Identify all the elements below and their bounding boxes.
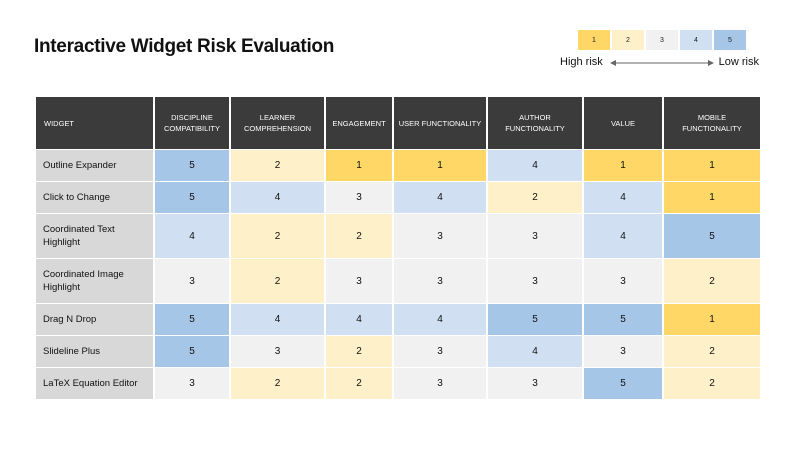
risk-scale: High risk Low risk <box>560 54 760 70</box>
header-discipline-compatibility: DISCIPLINE COMPATIBILITY <box>155 97 229 149</box>
table-row: Slideline Plus 5 3 2 3 4 3 2 <box>36 336 760 367</box>
header-user-functionality: USER FUNCTIONALITY <box>394 97 486 149</box>
score-cell: 3 <box>584 336 662 367</box>
score-cell: 5 <box>664 214 760 258</box>
score-cell: 3 <box>326 182 392 213</box>
score-cell: 3 <box>488 259 582 303</box>
score-cell: 5 <box>155 182 229 213</box>
score-cell: 3 <box>155 259 229 303</box>
header-mobile-functionality: MOBILE FUNCTIONALITY <box>664 97 760 149</box>
header-value: VALUE <box>584 97 662 149</box>
score-cell: 2 <box>664 259 760 303</box>
score-cell: 4 <box>231 182 324 213</box>
widget-name: Coordinated Image Highlight <box>36 259 153 303</box>
score-cell: 3 <box>394 259 486 303</box>
score-cell: 3 <box>326 259 392 303</box>
table-row: Coordinated Text Highlight 4 2 2 3 3 4 5 <box>36 214 760 258</box>
score-cell: 4 <box>488 150 582 181</box>
widget-name: Click to Change <box>36 182 153 213</box>
widget-name: Drag N Drop <box>36 304 153 335</box>
score-cell: 5 <box>584 368 662 399</box>
legend-swatch-5: 5 <box>714 30 746 50</box>
header-engagement: ENGAGEMENT <box>326 97 392 149</box>
score-cell: 1 <box>664 304 760 335</box>
widget-name: Slideline Plus <box>36 336 153 367</box>
score-cell: 2 <box>326 368 392 399</box>
score-cell: 2 <box>231 214 324 258</box>
score-cell: 3 <box>394 214 486 258</box>
score-cell: 4 <box>488 336 582 367</box>
double-arrow-icon <box>610 60 714 66</box>
score-cell: 3 <box>155 368 229 399</box>
score-cell: 5 <box>155 304 229 335</box>
score-cell: 4 <box>394 304 486 335</box>
score-cell: 3 <box>488 368 582 399</box>
score-cell: 4 <box>394 182 486 213</box>
legend-swatch-4: 4 <box>680 30 712 50</box>
score-cell: 2 <box>664 336 760 367</box>
score-cell: 3 <box>488 214 582 258</box>
score-cell: 2 <box>326 214 392 258</box>
score-cell: 3 <box>231 336 324 367</box>
score-cell: 1 <box>664 182 760 213</box>
table-row: Coordinated Image Highlight 3 2 3 3 3 3 … <box>36 259 760 303</box>
score-cell: 3 <box>394 368 486 399</box>
score-cell: 2 <box>326 336 392 367</box>
table-row: Click to Change 5 4 3 4 2 4 1 <box>36 182 760 213</box>
score-cell: 5 <box>155 336 229 367</box>
score-cell: 2 <box>664 368 760 399</box>
score-cell: 1 <box>326 150 392 181</box>
table-header-row: WIDGET DISCIPLINE COMPATIBILITY LEARNER … <box>36 97 760 149</box>
header-learner-comprehension: LEARNER COMPREHENSION <box>231 97 324 149</box>
score-cell: 4 <box>231 304 324 335</box>
legend-swatch-2: 2 <box>612 30 644 50</box>
table-row: Drag N Drop 5 4 4 4 5 5 1 <box>36 304 760 335</box>
score-cell: 1 <box>584 150 662 181</box>
score-cell: 3 <box>394 336 486 367</box>
score-cell: 3 <box>584 259 662 303</box>
header-author-functionality: AUTHOR FUNCTIONALITY <box>488 97 582 149</box>
widget-name: Coordinated Text Highlight <box>36 214 153 258</box>
score-cell: 4 <box>326 304 392 335</box>
risk-legend: 1 2 3 4 5 <box>578 30 746 50</box>
score-cell: 4 <box>584 182 662 213</box>
risk-table: WIDGET DISCIPLINE COMPATIBILITY LEARNER … <box>34 96 762 400</box>
low-risk-label: Low risk <box>718 56 759 68</box>
score-cell: 2 <box>231 259 324 303</box>
score-cell: 5 <box>155 150 229 181</box>
widget-name: LaTeX Equation Editor <box>36 368 153 399</box>
score-cell: 4 <box>155 214 229 258</box>
page-title: Interactive Widget Risk Evaluation <box>34 36 335 57</box>
table-row: Outline Expander 5 2 1 1 4 1 1 <box>36 150 760 181</box>
table-row: LaTeX Equation Editor 3 2 2 3 3 5 2 <box>36 368 760 399</box>
high-risk-label: High risk <box>560 56 603 68</box>
score-cell: 1 <box>664 150 760 181</box>
score-cell: 2 <box>488 182 582 213</box>
header-widget: WIDGET <box>36 97 153 149</box>
score-cell: 2 <box>231 368 324 399</box>
score-cell: 5 <box>584 304 662 335</box>
score-cell: 1 <box>394 150 486 181</box>
widget-name: Outline Expander <box>36 150 153 181</box>
legend-swatch-3: 3 <box>646 30 678 50</box>
score-cell: 2 <box>231 150 324 181</box>
legend-swatch-1: 1 <box>578 30 610 50</box>
score-cell: 4 <box>584 214 662 258</box>
score-cell: 5 <box>488 304 582 335</box>
